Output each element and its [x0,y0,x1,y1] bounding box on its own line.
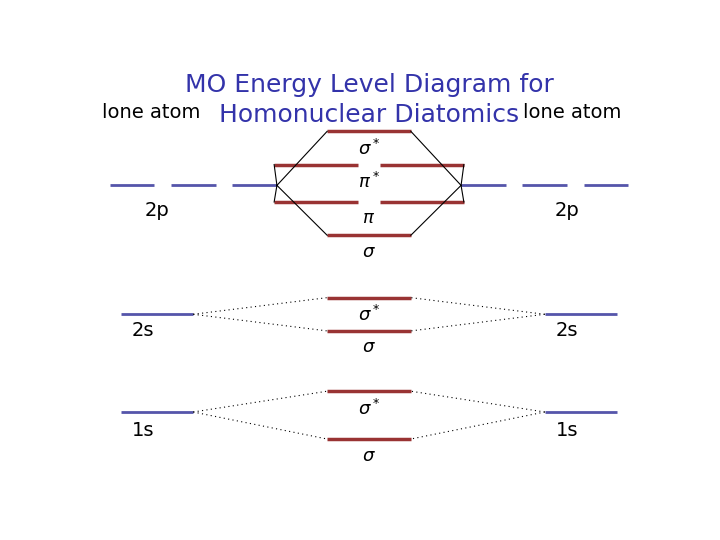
Text: lone atom: lone atom [102,103,201,122]
Text: $\pi^*$: $\pi^*$ [358,172,380,192]
Text: 1s: 1s [556,421,578,440]
Text: $\sigma^*$: $\sigma^*$ [358,305,380,325]
Text: $\sigma^*$: $\sigma^*$ [358,139,380,159]
Text: $\sigma$: $\sigma$ [362,339,376,356]
Text: $\sigma^*$: $\sigma^*$ [358,399,380,419]
Text: $\sigma$: $\sigma$ [362,447,376,464]
Text: MO Energy Level Diagram for
Homonuclear Diatomics: MO Energy Level Diagram for Homonuclear … [184,73,554,127]
Text: 2s: 2s [132,321,154,340]
Text: $\pi$: $\pi$ [362,210,376,227]
Text: 2s: 2s [556,321,578,340]
Text: lone atom: lone atom [523,103,622,122]
Text: 2p: 2p [554,201,580,220]
Text: 2p: 2p [145,201,169,220]
Text: $\sigma$: $\sigma$ [362,243,376,261]
Text: 1s: 1s [132,421,154,440]
